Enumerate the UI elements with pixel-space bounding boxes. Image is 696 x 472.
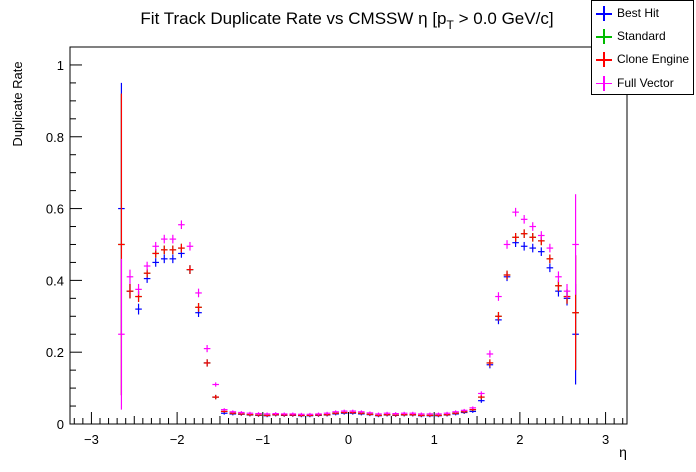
x-tick-label: 0 <box>345 432 352 447</box>
x-tick-label: 1 <box>431 432 438 447</box>
chart-title-tail: > 0.0 GeV/c] <box>454 9 554 28</box>
x-tick-label: −2 <box>170 432 185 447</box>
legend-label: Standard <box>617 29 666 44</box>
chart-title-subscript: T <box>447 18 455 32</box>
legend-item: Best Hit <box>592 2 695 25</box>
y-axis: 0 0.2 0.4 0.6 0.8 1 <box>46 58 82 432</box>
legend-item: Clone Engine <box>592 48 695 71</box>
legend-marker <box>596 72 612 95</box>
legend-marker <box>596 2 612 25</box>
y-axis-label: Duplicate Rate <box>10 61 25 146</box>
legend-item: Full Vector <box>592 72 695 95</box>
legend-label: Clone Engine <box>617 52 690 67</box>
series-layer <box>118 82 579 418</box>
y-tick-label: 1 <box>57 58 64 73</box>
y-tick-label: 0.6 <box>46 202 64 217</box>
legend-label: Full Vector <box>617 75 674 90</box>
x-axis-label: η <box>619 444 627 460</box>
y-tick-label: 0.2 <box>46 345 64 360</box>
legend: Best Hit Standard Clone Engine Full Vector <box>591 0 694 95</box>
x-axis: −3 −2 −1 0 1 2 3 <box>73 412 624 447</box>
series-standard <box>118 93 579 417</box>
series-full-vector <box>118 194 579 416</box>
chart-title-main: Fit Track Duplicate Rate vs CMSSW η [p <box>140 9 446 28</box>
legend-item: Standard <box>592 25 695 48</box>
series-best-hit <box>118 82 579 418</box>
chart-title: Fit Track Duplicate Rate vs CMSSW η [pT … <box>140 9 553 32</box>
x-tick-label: 2 <box>516 432 523 447</box>
y-tick-label: 0.4 <box>46 273 64 288</box>
series-clone-engine <box>118 93 579 417</box>
y-tick-label: 0 <box>57 417 64 432</box>
x-tick-label: −3 <box>84 432 99 447</box>
legend-label: Best Hit <box>617 6 660 20</box>
legend-marker <box>596 48 612 71</box>
x-tick-label: 3 <box>602 432 609 447</box>
x-tick-label: −1 <box>255 432 270 447</box>
legend-marker <box>596 25 612 48</box>
y-tick-label: 0.8 <box>46 130 64 145</box>
